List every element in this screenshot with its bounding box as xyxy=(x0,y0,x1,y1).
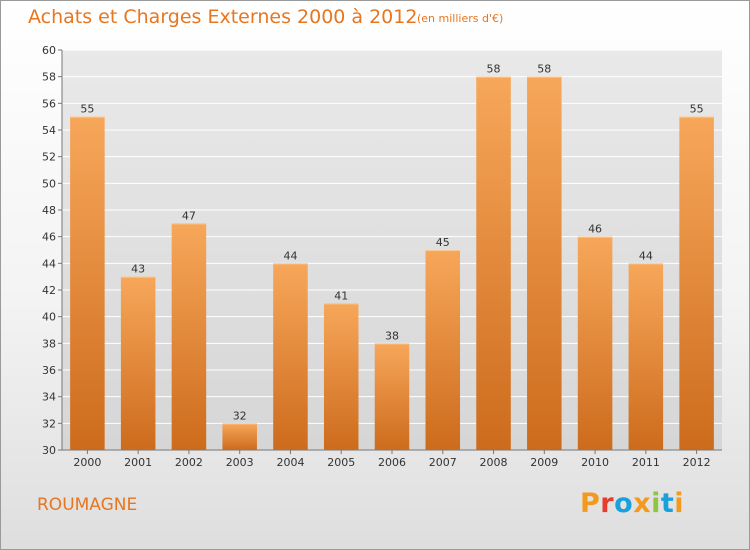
bar xyxy=(171,223,207,450)
x-tick-label: 2003 xyxy=(226,456,254,469)
data-label: 38 xyxy=(385,329,399,342)
y-tick-label: 50 xyxy=(42,177,56,190)
y-tick-label: 44 xyxy=(42,257,56,270)
x-tick-label: 2012 xyxy=(683,456,711,469)
bar xyxy=(425,250,461,450)
data-label: 55 xyxy=(80,103,94,116)
brand-letter: i xyxy=(651,488,661,519)
bar xyxy=(374,343,410,450)
data-label: 44 xyxy=(283,249,297,262)
x-tick-label: 2008 xyxy=(480,456,508,469)
y-tick-label: 42 xyxy=(42,284,56,297)
data-label: 58 xyxy=(487,63,501,76)
bar xyxy=(323,303,359,450)
bar xyxy=(120,276,156,450)
x-tick-label: 2005 xyxy=(327,456,355,469)
x-tick-label: 2004 xyxy=(276,456,304,469)
bar xyxy=(577,236,613,450)
x-tick-label: 2006 xyxy=(378,456,406,469)
y-tick-label: 52 xyxy=(42,151,56,164)
y-tick-label: 38 xyxy=(42,337,56,350)
y-tick-label: 34 xyxy=(42,391,56,404)
y-tick-label: 40 xyxy=(42,311,56,324)
bar xyxy=(70,116,105,451)
y-tick-label: 54 xyxy=(42,124,56,137)
y-tick-label: 58 xyxy=(42,71,56,84)
y-tick-label: 46 xyxy=(42,231,56,244)
bar xyxy=(476,76,511,451)
y-tick-label: 30 xyxy=(42,444,56,457)
y-tick-label: 60 xyxy=(42,44,56,57)
bar xyxy=(222,423,257,450)
data-label: 44 xyxy=(639,249,653,262)
x-tick-label: 2011 xyxy=(632,456,660,469)
x-tick-label: 2002 xyxy=(175,456,203,469)
y-tick-label: 36 xyxy=(42,364,56,377)
chart-title: Achats et Charges Externes 2000 à 2012 xyxy=(28,6,418,28)
chart-subtitle: (en milliers d'€) xyxy=(417,12,504,25)
bar xyxy=(273,263,308,450)
data-label: 45 xyxy=(436,236,450,249)
data-label: 46 xyxy=(588,223,602,236)
data-label: 43 xyxy=(131,263,145,276)
data-label: 41 xyxy=(334,289,348,302)
location-name: ROUMAGNE xyxy=(37,495,138,515)
y-tick-label: 48 xyxy=(42,204,56,217)
bar xyxy=(628,263,664,450)
brand-letter: t xyxy=(660,488,675,519)
x-tick-label: 2010 xyxy=(581,456,609,469)
bar xyxy=(527,76,562,451)
x-tick-label: 2000 xyxy=(73,456,101,469)
x-tick-label: 2001 xyxy=(124,456,152,469)
brand-letter: x xyxy=(633,488,652,519)
y-tick-label: 56 xyxy=(42,97,56,110)
brand-logo: Proxiti xyxy=(580,488,684,519)
bar xyxy=(679,116,714,451)
brand-letter: P xyxy=(580,488,601,519)
x-tick-label: 2009 xyxy=(530,456,558,469)
y-tick-label: 32 xyxy=(42,417,56,430)
x-tick-label: 2007 xyxy=(429,456,457,469)
data-label: 32 xyxy=(233,409,247,422)
data-label: 55 xyxy=(690,103,704,116)
data-label: 58 xyxy=(537,63,551,76)
brand-letter: i xyxy=(674,488,685,519)
data-label: 47 xyxy=(182,209,196,222)
brand-letter: r xyxy=(600,488,615,519)
brand-letter: o xyxy=(614,488,634,519)
